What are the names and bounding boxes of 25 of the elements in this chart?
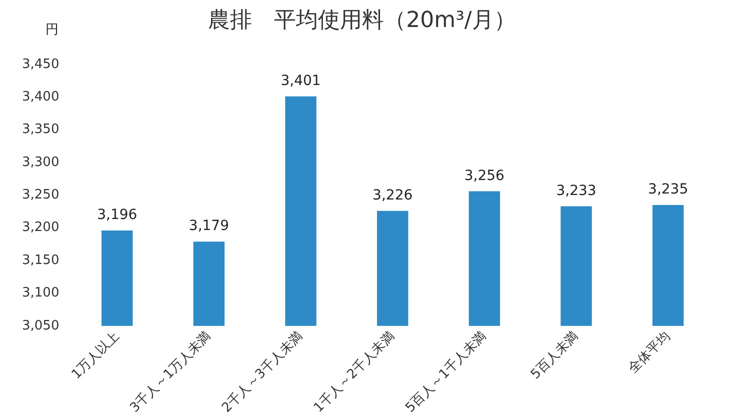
y-tick-label: 3,450 (22, 56, 60, 72)
x-tick-label: 5百人未満 (528, 329, 582, 382)
y-tick-label: 3,100 (22, 286, 60, 301)
data-label: 3,401 (280, 73, 321, 90)
data-label: 3,226 (372, 187, 413, 204)
y-tick-label: 3,250 (22, 188, 60, 203)
x-tick-label: 全体平均 (626, 329, 674, 376)
data-label: 3,196 (97, 207, 138, 224)
data-label: 3,179 (188, 218, 230, 234)
y-tick-label: 3,150 (22, 252, 60, 268)
x-tick-label: 1千人～2千人未満 (311, 329, 398, 416)
data-label: 3,233 (556, 182, 596, 199)
y-tick-label: 3,350 (22, 122, 60, 138)
y-tick-label: 3,400 (22, 89, 60, 104)
y-tick-label: 3,050 (22, 318, 60, 334)
y-tick-label: 3,300 (22, 154, 60, 170)
data-label: 3,235 (648, 182, 688, 198)
x-tick-label: 5百人～1千人未満 (402, 329, 490, 416)
x-tick-label: 3千人～1万人未満 (128, 329, 214, 416)
x-tick-label: 1万人以上 (69, 329, 122, 382)
y-tick-label: 3,200 (22, 220, 60, 236)
x-tick-label: 2千人～3千人未満 (219, 329, 306, 416)
y-axis-title: 円 (46, 22, 58, 38)
chart-title: 農排 平均使用料（20m³/月） (208, 8, 516, 33)
data-label: 3,256 (464, 168, 505, 184)
